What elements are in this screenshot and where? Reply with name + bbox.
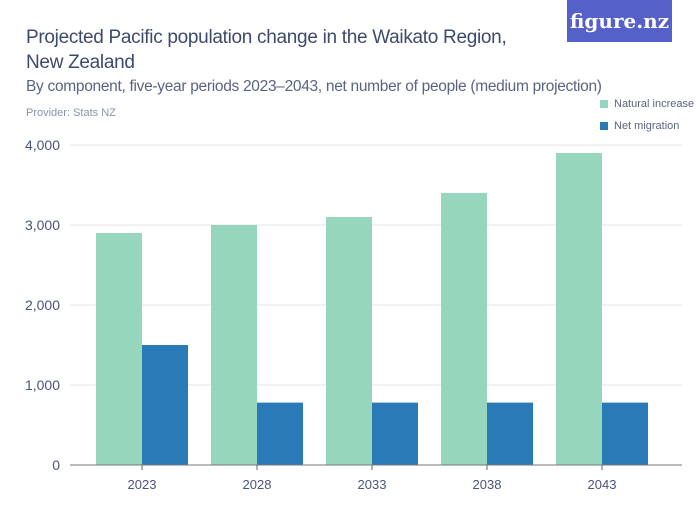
y-tick-label: 0: [52, 457, 60, 473]
legend: Natural increase Net migration: [600, 93, 694, 137]
bar-natural-increase: [326, 217, 372, 465]
x-tick-label: 2023: [128, 477, 157, 492]
legend-item-net-migration: Net migration: [600, 115, 694, 137]
bar-natural-increase: [211, 225, 257, 465]
bar-natural-increase: [556, 153, 602, 465]
chart-subtitle: By component, five-year periods 2023–204…: [26, 78, 602, 95]
bar-natural-increase: [96, 233, 142, 465]
bar-natural-increase: [441, 193, 487, 465]
y-tick-label: 4,000: [25, 137, 60, 153]
legend-label: Net migration: [614, 120, 680, 132]
bar-net-migration: [372, 402, 418, 465]
bar-net-migration: [602, 402, 648, 465]
legend-item-natural-increase: Natural increase: [600, 93, 694, 115]
y-tick-label: 2,000: [25, 297, 60, 313]
chart-title: Projected Pacific population change in t…: [26, 27, 507, 73]
x-tick-label: 2033: [358, 477, 387, 492]
legend-label: Natural increase: [614, 98, 695, 110]
figure-nz-logo[interactable]: figure.nz: [567, 0, 672, 42]
legend-swatch: [600, 100, 608, 108]
x-tick-label: 2028: [243, 477, 272, 492]
bar-net-migration: [142, 345, 188, 465]
x-tick-label: 2043: [588, 477, 617, 492]
x-tick-label: 2038: [473, 477, 502, 492]
legend-swatch: [600, 122, 608, 130]
provider-label: Provider: Stats NZ: [26, 107, 116, 119]
bar-net-migration: [487, 402, 533, 465]
bar-net-migration: [257, 402, 303, 465]
y-tick-label: 1,000: [25, 377, 60, 393]
y-tick-label: 3,000: [25, 217, 60, 233]
